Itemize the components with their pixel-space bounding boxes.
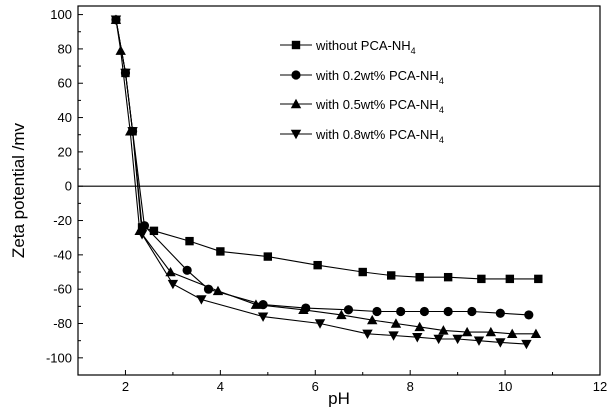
data-point [367,314,378,325]
y-tick-label: 100 [50,7,72,22]
data-point [257,312,269,322]
data-point [473,336,485,346]
data-point [182,265,192,275]
data-point [495,308,505,318]
series-line [115,19,527,345]
data-point [412,333,423,343]
data-point [136,230,148,240]
data-point [495,338,506,348]
y-tick-label: 0 [65,179,72,194]
data-point [467,306,477,317]
legend-entry: with 0.2wt% PCA-NH4 [280,68,444,86]
data-point [110,15,122,25]
legend: without PCA-NH4 with 0.2wt% PCA-NH4 with 0… [280,38,444,145]
data-point [530,328,542,339]
legend-entry: without PCA-NH4 [280,38,416,56]
y-tick-label: -20 [53,213,72,228]
legend-label: with 0.2wt% PCA-NH4 [315,68,444,86]
x-tick-label: 6 [312,379,319,394]
data-point [358,267,367,277]
data-point [185,236,194,246]
data-point [298,304,309,314]
data-point [443,306,453,317]
x-tick-label: 2 [122,379,129,394]
data-point [524,310,534,320]
data-point [314,319,326,329]
data-point [127,127,138,137]
data-point [396,306,406,317]
x-tick-label: 10 [498,379,512,394]
x-tick-label: 8 [407,379,414,394]
data-point [120,68,131,79]
y-tick-label: 60 [58,76,72,91]
plot-frame [77,5,601,376]
data-point [534,274,543,284]
data-point [419,306,430,317]
data-point [387,271,396,280]
data-point [521,339,532,350]
y-tick-label: 20 [58,144,72,159]
y-tick-label: -40 [53,247,72,262]
data-point [433,334,444,345]
data-point [372,306,382,317]
data-point [258,300,268,310]
data-point [149,226,159,236]
x-tick-label: 12 [593,379,607,394]
data-point [263,252,273,261]
data-point [250,299,262,309]
x-axis-title: pH [328,389,350,407]
series-line [115,19,539,280]
data-point [203,284,214,294]
y-tick-label: -60 [53,282,72,297]
legend-label-subscript: 4 [411,46,416,56]
data-point [438,325,449,335]
data-point [139,221,150,231]
y-axis-title: Zeta potential /mv [9,122,28,258]
data-point [507,328,518,339]
legend-marker [291,70,301,80]
series-line [115,19,529,316]
legend-marker [290,129,302,140]
y-tick-label: -80 [53,316,72,331]
y-tick-label: 80 [58,41,72,56]
legend-label: with 0.8wt% PCA-NH4 [315,127,444,145]
data-point [414,321,425,332]
series-4 [110,15,532,350]
x-tick-label: 4 [217,379,224,394]
data-point [313,260,322,270]
legend-label-subscript: 4 [439,135,444,145]
data-point [388,331,399,341]
data-point [477,274,486,284]
legend-marker [290,98,302,109]
data-point [196,295,207,305]
data-point [505,274,515,284]
data-point [362,329,373,340]
data-point [165,266,176,277]
legend-label: with 0.5wt% PCA-NH4 [315,97,444,115]
series-1 [111,15,543,284]
data-point [167,279,179,290]
legend-label-subscript: 4 [439,105,444,115]
data-point [461,326,473,337]
legend-marker [291,40,301,50]
series-3 [110,14,542,339]
data-point [212,285,224,296]
legend-entry: with 0.8wt% PCA-NH4 [280,127,444,145]
data-point [415,272,424,282]
data-point [115,45,126,55]
data-point [343,305,354,315]
data-point [336,309,347,320]
data-point [216,247,225,256]
legend-entry: with 0.5wt% PCA-NH4 [280,97,444,115]
data-point [443,272,453,282]
y-tick-label: -100 [46,350,72,365]
y-tick-label: 40 [58,110,72,125]
legend-label: without PCA-NH4 [315,38,416,56]
data-point [452,334,463,345]
data-point [390,318,402,328]
legend-label-subscript: 4 [439,76,444,86]
data-point [485,326,497,337]
